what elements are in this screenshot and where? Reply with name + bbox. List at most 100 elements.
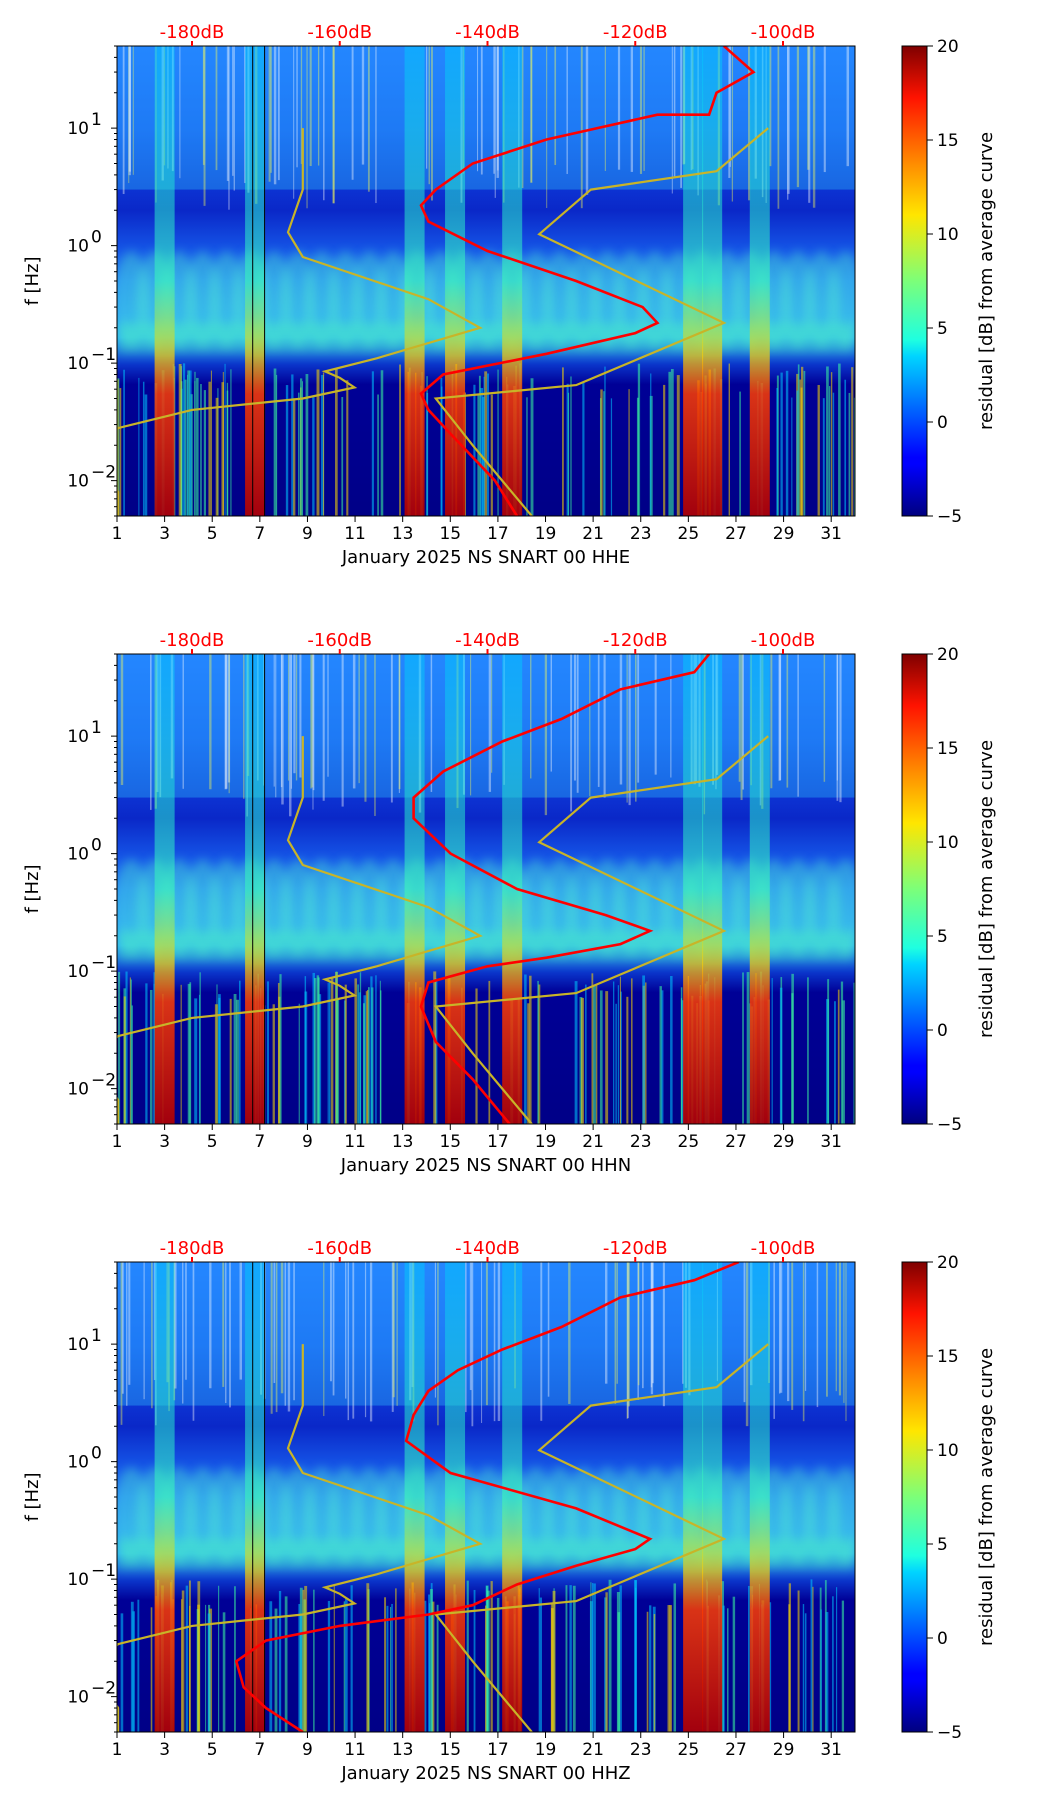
transient-streak: [538, 984, 541, 1124]
hf-streak: [312, 654, 314, 810]
hf-streak: [332, 1262, 335, 1396]
x-tick-label: 9: [302, 1132, 313, 1152]
hf-streak: [364, 654, 367, 802]
hf-streak: [616, 1262, 618, 1384]
hf-streak: [637, 1262, 639, 1400]
x-tick-label: 29: [773, 1740, 795, 1760]
transient-streak: [485, 1605, 487, 1732]
hf-streak: [796, 46, 800, 188]
x-tick-label: 21: [582, 1740, 604, 1760]
transient-streak: [194, 998, 198, 1124]
high-noise-model: [433, 735, 769, 1124]
hf-streak: [791, 1262, 794, 1410]
hf-streak: [280, 654, 283, 788]
x-tick-label: 29: [773, 1132, 795, 1152]
hf-streak: [215, 46, 218, 171]
transient-streak: [645, 982, 647, 1124]
hf-streak: [779, 1262, 783, 1393]
transient-streak: [299, 1614, 303, 1732]
transient-streak: [205, 1604, 207, 1732]
hf-streak: [268, 46, 271, 182]
hf-streak: [312, 654, 315, 791]
transient-streak: [832, 392, 835, 516]
transient-streak: [853, 982, 855, 1124]
hf-streak: [682, 1262, 684, 1384]
colorbar-tick-label: 15: [937, 739, 959, 759]
hf-streak: [742, 654, 745, 790]
transient-streak: [565, 1585, 568, 1732]
colorbar-tick-label: 10: [937, 833, 959, 853]
transient-streak: [117, 379, 119, 516]
hf-streak: [273, 46, 277, 185]
hf-band: [117, 1262, 855, 1406]
hf-streak: [120, 654, 124, 785]
transient-streak: [797, 1590, 800, 1732]
hf-streak: [670, 654, 672, 778]
transient-streak: [676, 375, 680, 516]
transient-streak: [490, 394, 493, 516]
hf-streak: [244, 46, 246, 184]
microseism-band: [117, 1538, 855, 1570]
transient-streak: [841, 1600, 845, 1732]
hf-streak: [802, 1262, 805, 1422]
hf-streak: [628, 654, 631, 806]
db-label: -180dB: [160, 630, 225, 651]
transient-streak: [646, 1611, 649, 1732]
db-label: -180dB: [160, 22, 225, 43]
transient-streak: [812, 1586, 814, 1732]
x-tick-label: 11: [344, 1132, 366, 1152]
transient-streak: [840, 981, 844, 1124]
microseism-band: [117, 930, 855, 962]
hf-streak: [570, 654, 573, 812]
transient-streak: [848, 392, 851, 516]
x-tick-label: 7: [254, 1740, 265, 1760]
transient-streak: [670, 975, 673, 1124]
transient-streak: [810, 1579, 813, 1732]
transient-streak: [335, 971, 338, 1124]
hf-streak: [284, 1262, 287, 1406]
transient-streak: [317, 977, 320, 1124]
hf-streak: [778, 654, 781, 781]
hf-streak: [375, 46, 377, 204]
x-tick-label: 23: [630, 524, 652, 544]
hf-streak: [228, 654, 230, 794]
transient-streak: [682, 1000, 684, 1124]
transient-streak: [626, 996, 629, 1124]
transient-streak: [142, 381, 145, 516]
transient-streak: [769, 1602, 772, 1732]
hot-day-column: [445, 1262, 466, 1732]
transient-streak: [673, 1583, 677, 1732]
transient-streak: [354, 978, 357, 1124]
hf-streak: [428, 46, 430, 185]
x-tick-label: 5: [207, 1740, 218, 1760]
hf-streak: [232, 46, 234, 176]
transient-streak: [173, 366, 176, 516]
transient-streak: [218, 994, 221, 1124]
transient-streak: [799, 379, 802, 516]
transient-streak: [178, 364, 182, 516]
hf-streak: [228, 46, 230, 210]
transient-streak: [486, 1590, 490, 1732]
transient-streak: [221, 382, 224, 516]
hf-streak: [128, 46, 130, 184]
transient-streak: [266, 981, 270, 1124]
transient-streak: [670, 369, 674, 516]
transient-streak: [566, 383, 569, 516]
hf-streak: [226, 46, 229, 181]
hf-streak: [327, 654, 329, 777]
microseism-band: [117, 322, 855, 354]
transient-streak: [391, 1603, 393, 1732]
y-axis-label: f [Hz]: [22, 1472, 43, 1521]
colorbar-tick-label: −5: [937, 507, 962, 527]
transient-streak: [600, 389, 603, 516]
hf-streak: [604, 46, 606, 171]
hf-streak: [778, 1262, 781, 1394]
transient-streak: [653, 1614, 656, 1732]
colorbar-label: residual [dB] from average curve: [976, 1348, 997, 1646]
hot-day-column: [683, 46, 704, 516]
transient-streak: [273, 368, 277, 516]
low-noise-model: [117, 128, 483, 516]
transient-streak: [619, 976, 621, 1124]
hf-streak: [311, 654, 314, 788]
